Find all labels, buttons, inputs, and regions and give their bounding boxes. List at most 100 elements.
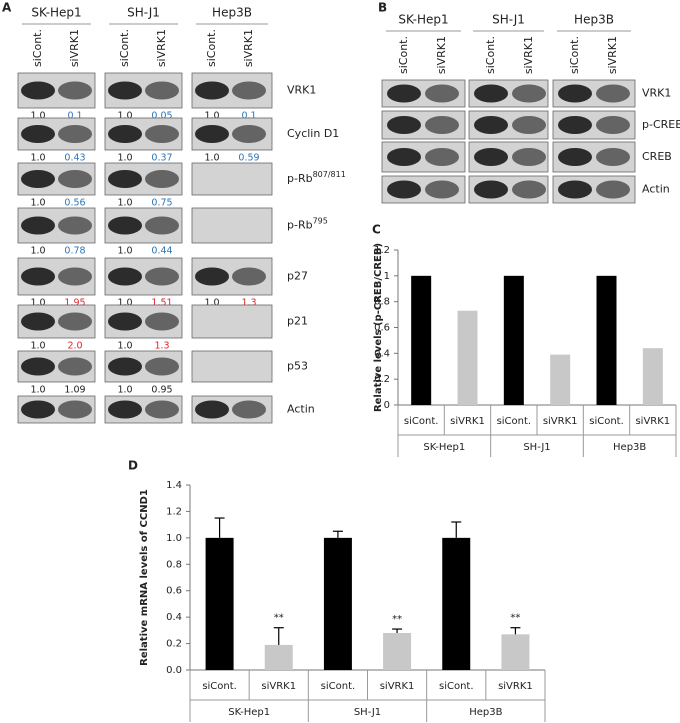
quant-label: 1.0 xyxy=(117,246,132,257)
bar xyxy=(503,275,524,405)
quant-label: 1.3 xyxy=(241,298,256,309)
x-tick-label: siVRK1 xyxy=(543,416,578,427)
blot-band xyxy=(108,312,142,331)
y-tick-label: 1.0 xyxy=(166,533,182,544)
blot-band xyxy=(596,84,630,103)
quant-label: 0.78 xyxy=(64,246,85,257)
group-header: SH-J1 xyxy=(127,6,160,20)
bar xyxy=(596,275,617,405)
blot-band xyxy=(145,400,179,419)
quant-label: 1.0 xyxy=(117,111,132,122)
row-label: p-Rb795 xyxy=(287,216,328,232)
bar xyxy=(323,537,352,670)
protein-name: VRK1 xyxy=(642,87,671,100)
x-tick-label: siVRK1 xyxy=(380,681,415,692)
bar xyxy=(205,537,234,670)
group-header: Hep3B xyxy=(574,13,614,27)
blot-band xyxy=(474,116,508,134)
blot-band xyxy=(512,84,546,103)
blot-band xyxy=(512,148,546,166)
protein-name: Cyclin D1 xyxy=(287,127,339,140)
quant-label: 0.59 xyxy=(238,153,259,164)
quant-label: 1.3 xyxy=(154,341,169,352)
blot-band xyxy=(195,400,229,419)
row-label: Cyclin D1 xyxy=(287,127,339,140)
group-label: SK-Hep1 xyxy=(228,707,270,718)
protein-name: p27 xyxy=(287,270,308,283)
quant-label: 2.0 xyxy=(67,341,82,352)
quant-label: 1.0 xyxy=(30,298,45,309)
row-label: Actin xyxy=(287,403,315,416)
x-tick-label: siVRK1 xyxy=(498,681,533,692)
blot-band xyxy=(195,81,229,100)
quant-label: 0.95 xyxy=(151,385,172,396)
y-tick-label: 1.2 xyxy=(166,506,182,517)
row-label: Actin xyxy=(642,183,670,196)
protein-name: CREB xyxy=(642,150,672,163)
blot-band xyxy=(425,180,459,199)
lane-label: siCont. xyxy=(205,29,218,67)
quant-label: 0.75 xyxy=(151,198,172,209)
y-tick-label: 0.2 xyxy=(166,639,182,650)
x-tick-label: siVRK1 xyxy=(450,416,485,427)
quant-label: 1.0 xyxy=(30,198,45,209)
panel-label: A xyxy=(2,1,12,15)
blot-band xyxy=(58,81,92,100)
blot-band xyxy=(108,125,142,143)
blot-band xyxy=(512,180,546,199)
group-header: SH-J1 xyxy=(492,13,525,27)
y-tick-label: 0.4 xyxy=(166,612,182,623)
quant-label: 0.56 xyxy=(64,198,85,209)
blot-band xyxy=(558,84,592,103)
bar xyxy=(411,275,432,405)
blot-band xyxy=(58,216,92,235)
blot-band xyxy=(558,180,592,199)
quant-label: 1.0 xyxy=(117,298,132,309)
blot-band xyxy=(21,81,55,100)
quant-label: 1.0 xyxy=(30,385,45,396)
lane-label: siVRK1 xyxy=(435,36,448,74)
blot-band xyxy=(596,116,630,134)
lane-label: siVRK1 xyxy=(155,29,168,67)
x-tick-label: siVRK1 xyxy=(261,681,296,692)
y-tick-label: 0.0 xyxy=(166,665,182,676)
significance: ** xyxy=(392,614,402,625)
blot-band xyxy=(474,148,508,166)
blot-band xyxy=(58,125,92,143)
y-axis-title: Relative levels (p-CREB/CREB) xyxy=(373,243,384,412)
y-tick-label: 0.4 xyxy=(374,348,390,359)
blot-band xyxy=(21,312,55,331)
panel-label: C xyxy=(372,223,381,237)
bar xyxy=(501,634,530,670)
y-tick-label: 1.2 xyxy=(374,245,390,256)
y-tick-label: 0.8 xyxy=(374,297,390,308)
blot-band xyxy=(596,148,630,166)
group-label: SH-J1 xyxy=(523,442,550,453)
quant-label: 1.0 xyxy=(117,341,132,352)
bar xyxy=(550,354,571,405)
quant-label: 1.0 xyxy=(30,246,45,257)
y-tick-label: 1 xyxy=(384,271,390,282)
blot-band xyxy=(108,267,142,286)
lane-label: siCont. xyxy=(397,36,410,74)
blot-band xyxy=(58,312,92,331)
x-tick-label: siCont. xyxy=(404,416,439,427)
lane-label: siCont. xyxy=(568,36,581,74)
panel-label: B xyxy=(378,1,387,15)
row-label: VRK1 xyxy=(642,87,671,100)
significance: ** xyxy=(510,613,520,624)
row-label: VRK1 xyxy=(287,84,316,97)
y-axis-title: Relative mRNA levels of CCND1 xyxy=(139,489,150,666)
blot-box xyxy=(191,162,273,196)
blot-box xyxy=(191,350,273,383)
quant-label: 0.1 xyxy=(241,111,256,122)
blot-band xyxy=(21,357,55,376)
row-label: CREB xyxy=(642,150,672,163)
protein-site: 795 xyxy=(313,216,328,225)
row-label: p-Rb807/811 xyxy=(287,170,346,186)
quant-label: 1.0 xyxy=(117,153,132,164)
protein-name: p-Rb xyxy=(287,219,313,232)
blot-band xyxy=(558,148,592,166)
group-label: SH-J1 xyxy=(354,707,381,718)
